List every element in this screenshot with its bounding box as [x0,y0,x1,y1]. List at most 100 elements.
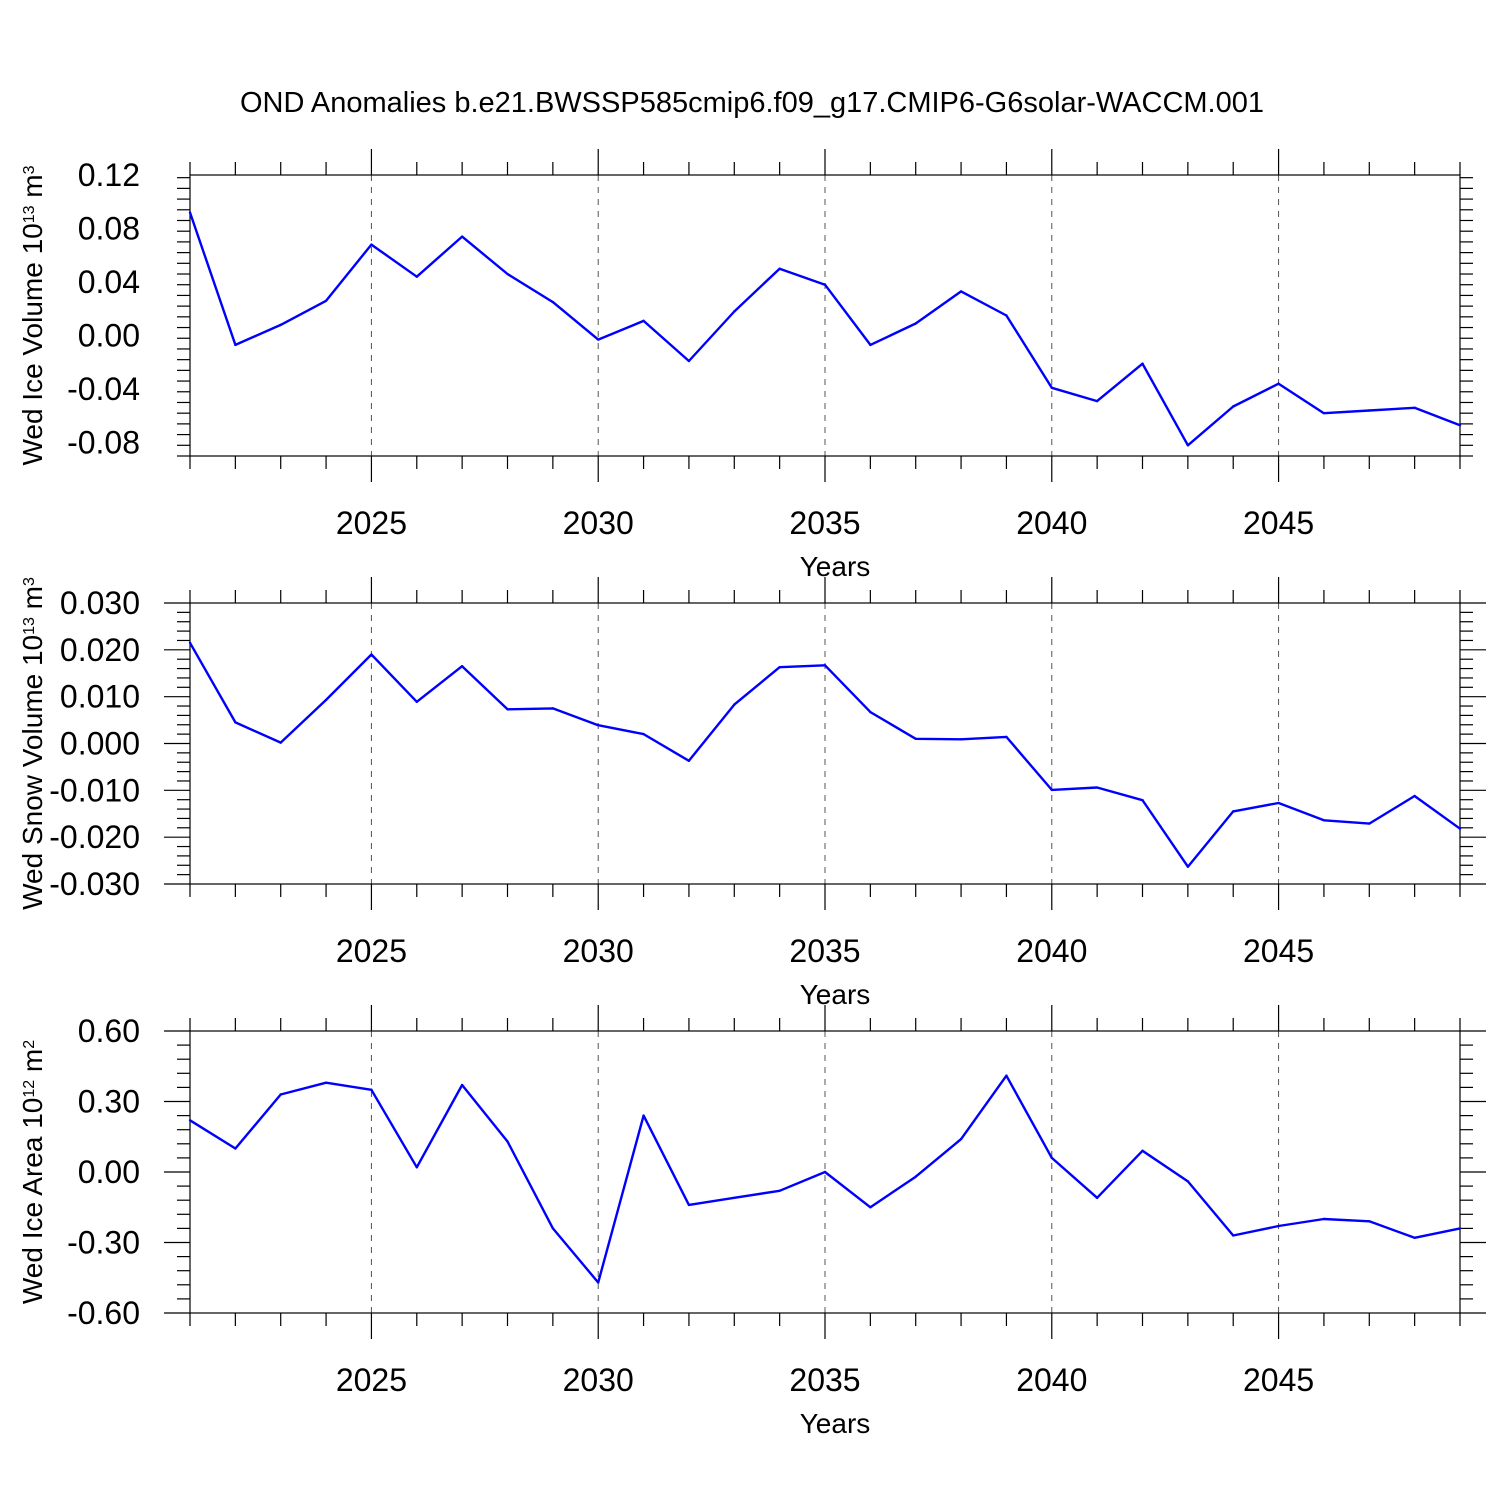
y-tick-label: 0.60 [78,1013,140,1049]
y-tick-label: 0.00 [78,318,140,354]
x-tick-label: 2045 [1243,933,1314,969]
data-point [823,1170,827,1174]
y-axis-title-ylabel-unit-exp: 2 [21,1040,38,1049]
data-point [551,300,555,304]
x-axis-title: Years [800,979,871,1010]
data-point [370,1088,373,1091]
y-tick-label: -0.020 [49,819,140,855]
x-tick-label: 2030 [563,1362,634,1398]
x-tick-label: 2040 [1016,1362,1087,1398]
data-point [188,641,192,645]
data-point [597,724,600,727]
data-point [1141,362,1144,365]
data-point [1186,1180,1190,1183]
y-tick-label: 0.30 [78,1084,140,1120]
data-point [460,235,464,238]
data-point [959,290,963,293]
data-point [415,1166,418,1169]
data-point [279,323,282,327]
data-point [869,1206,872,1209]
data-point [959,1137,963,1141]
data-point [1095,1196,1099,1200]
data-point [188,211,192,214]
y-axis-title-ylabel-unit: m [17,174,48,205]
y-tick-label: 0.030 [60,585,140,621]
data-point [1413,406,1416,410]
data-point [733,1196,736,1200]
y-axis-title-ylabel-exp: 13 [21,617,38,635]
data-point [733,703,736,706]
data-point [642,319,645,323]
data-point [1005,1074,1008,1077]
x-tick-label: 2040 [1016,505,1087,541]
y-axis-title-ylabel-exp: 13 [21,205,38,223]
data-point [324,698,328,702]
data-point [597,338,600,341]
data-point [1413,794,1416,798]
data-point [778,267,781,270]
data-point [959,738,963,741]
y-axis-title-ylabel-main: Wed Ice Volume 10 [17,223,48,465]
data-point [1141,798,1144,802]
data-point [324,1081,328,1084]
data-point [823,664,827,667]
y-tick-label: 0.08 [78,211,140,247]
panel-1: -0.08 -0.04 0.00 0.04 0.08 0.12 2025 2030 2035 20… [17,149,1473,582]
data-point [687,1203,691,1207]
data-point [642,1114,645,1117]
data-point [1277,801,1280,805]
data-point [1458,424,1462,427]
x-tick-label: 2035 [789,1362,860,1398]
y-tick-label: 0.020 [60,632,140,668]
data-point [869,343,872,347]
data-point [1322,1217,1326,1221]
data-point [506,1140,509,1143]
y-axis-title-ylabel-main: Wed Ice Area 10 [17,1098,48,1305]
y-axis-title-ylabel-unit: m [17,1049,48,1080]
data-point [234,721,237,724]
y-tick-label: -0.60 [67,1295,140,1331]
x-tick-label: 2035 [789,505,860,541]
chart-title: OND Anomalies b.e21.BWSSP585cmip6.f09_g1… [240,87,1264,119]
data-point [279,1093,282,1096]
y-axis-title: Wed Ice Area 1012 m2 [17,1040,48,1304]
y-axis-title-ylabel-unit-exp: 3 [21,577,38,586]
data-point [1005,314,1008,317]
data-point [1368,822,1371,825]
data-point [1368,1220,1371,1223]
data-point [687,359,691,363]
y-axis-title-ylabel-unit-exp: 3 [21,165,38,174]
panel-2: -0.030 -0.020 -0.010 0.000 0.010 0.020 0.030 20… [17,577,1486,1010]
data-point [687,759,691,763]
x-tick-label: 2045 [1243,1362,1314,1398]
data-point [1322,411,1326,415]
data-point [506,272,509,276]
data-point [1232,810,1235,813]
data-point [1322,819,1326,822]
plot-frame [189,174,1461,457]
data-point [597,1281,600,1284]
data-point [1095,786,1099,789]
data-point [370,653,373,656]
data-point [1050,386,1053,389]
y-tick-label: -0.08 [67,425,140,461]
data-point [370,243,373,246]
data-point [188,1119,192,1122]
x-tick-label: 2025 [336,1362,407,1398]
y-tick-label: -0.010 [49,772,140,808]
data-point [869,710,872,714]
data-point [733,310,736,313]
data-point [1186,865,1190,868]
data-point [1277,1224,1280,1228]
data-point [460,1083,464,1087]
y-tick-label: 0.000 [60,726,140,762]
y-axis-title-ylabel-unit: m [17,586,48,617]
data-point [551,1227,555,1230]
data-point [234,343,237,347]
y-tick-label: -0.030 [49,866,140,902]
y-tick-label: 0.010 [60,679,140,715]
y-tick-label: 0.00 [78,1154,140,1190]
data-point [1458,1227,1462,1230]
data-point [506,708,509,711]
